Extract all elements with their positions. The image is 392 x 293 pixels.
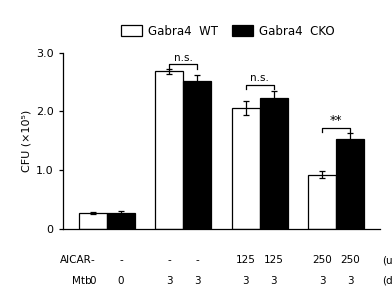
- Text: -: -: [119, 255, 123, 265]
- Text: 0: 0: [90, 276, 96, 286]
- Text: 125: 125: [264, 255, 284, 265]
- Bar: [183, 81, 211, 229]
- Text: -: -: [195, 255, 199, 265]
- Bar: [232, 108, 260, 229]
- Bar: [260, 98, 288, 229]
- Text: 3: 3: [270, 276, 277, 286]
- Text: **: **: [330, 114, 342, 127]
- Text: n.s.: n.s.: [250, 73, 269, 83]
- Text: 3: 3: [166, 276, 172, 286]
- Text: 3: 3: [319, 276, 325, 286]
- Bar: [79, 213, 107, 229]
- Text: 250: 250: [340, 255, 360, 265]
- Text: 3: 3: [194, 276, 201, 286]
- Bar: [308, 175, 336, 229]
- Bar: [155, 71, 183, 229]
- Legend: Gabra4  WT, Gabra4  CKO: Gabra4 WT, Gabra4 CKO: [116, 20, 339, 42]
- Text: 125: 125: [236, 255, 256, 265]
- Text: 250: 250: [312, 255, 332, 265]
- Text: -: -: [167, 255, 171, 265]
- Bar: [107, 213, 135, 229]
- Text: 3: 3: [242, 276, 249, 286]
- Text: Mtb: Mtb: [72, 276, 92, 286]
- Text: -: -: [91, 255, 95, 265]
- Y-axis label: CFU (×10⁵): CFU (×10⁵): [22, 110, 32, 172]
- Text: (dpi): (dpi): [382, 276, 392, 286]
- Text: 0: 0: [118, 276, 124, 286]
- Bar: [336, 139, 364, 229]
- Text: 3: 3: [347, 276, 354, 286]
- Text: n.s.: n.s.: [174, 53, 193, 63]
- Text: AICAR: AICAR: [60, 255, 92, 265]
- Text: (uM): (uM): [382, 255, 392, 265]
